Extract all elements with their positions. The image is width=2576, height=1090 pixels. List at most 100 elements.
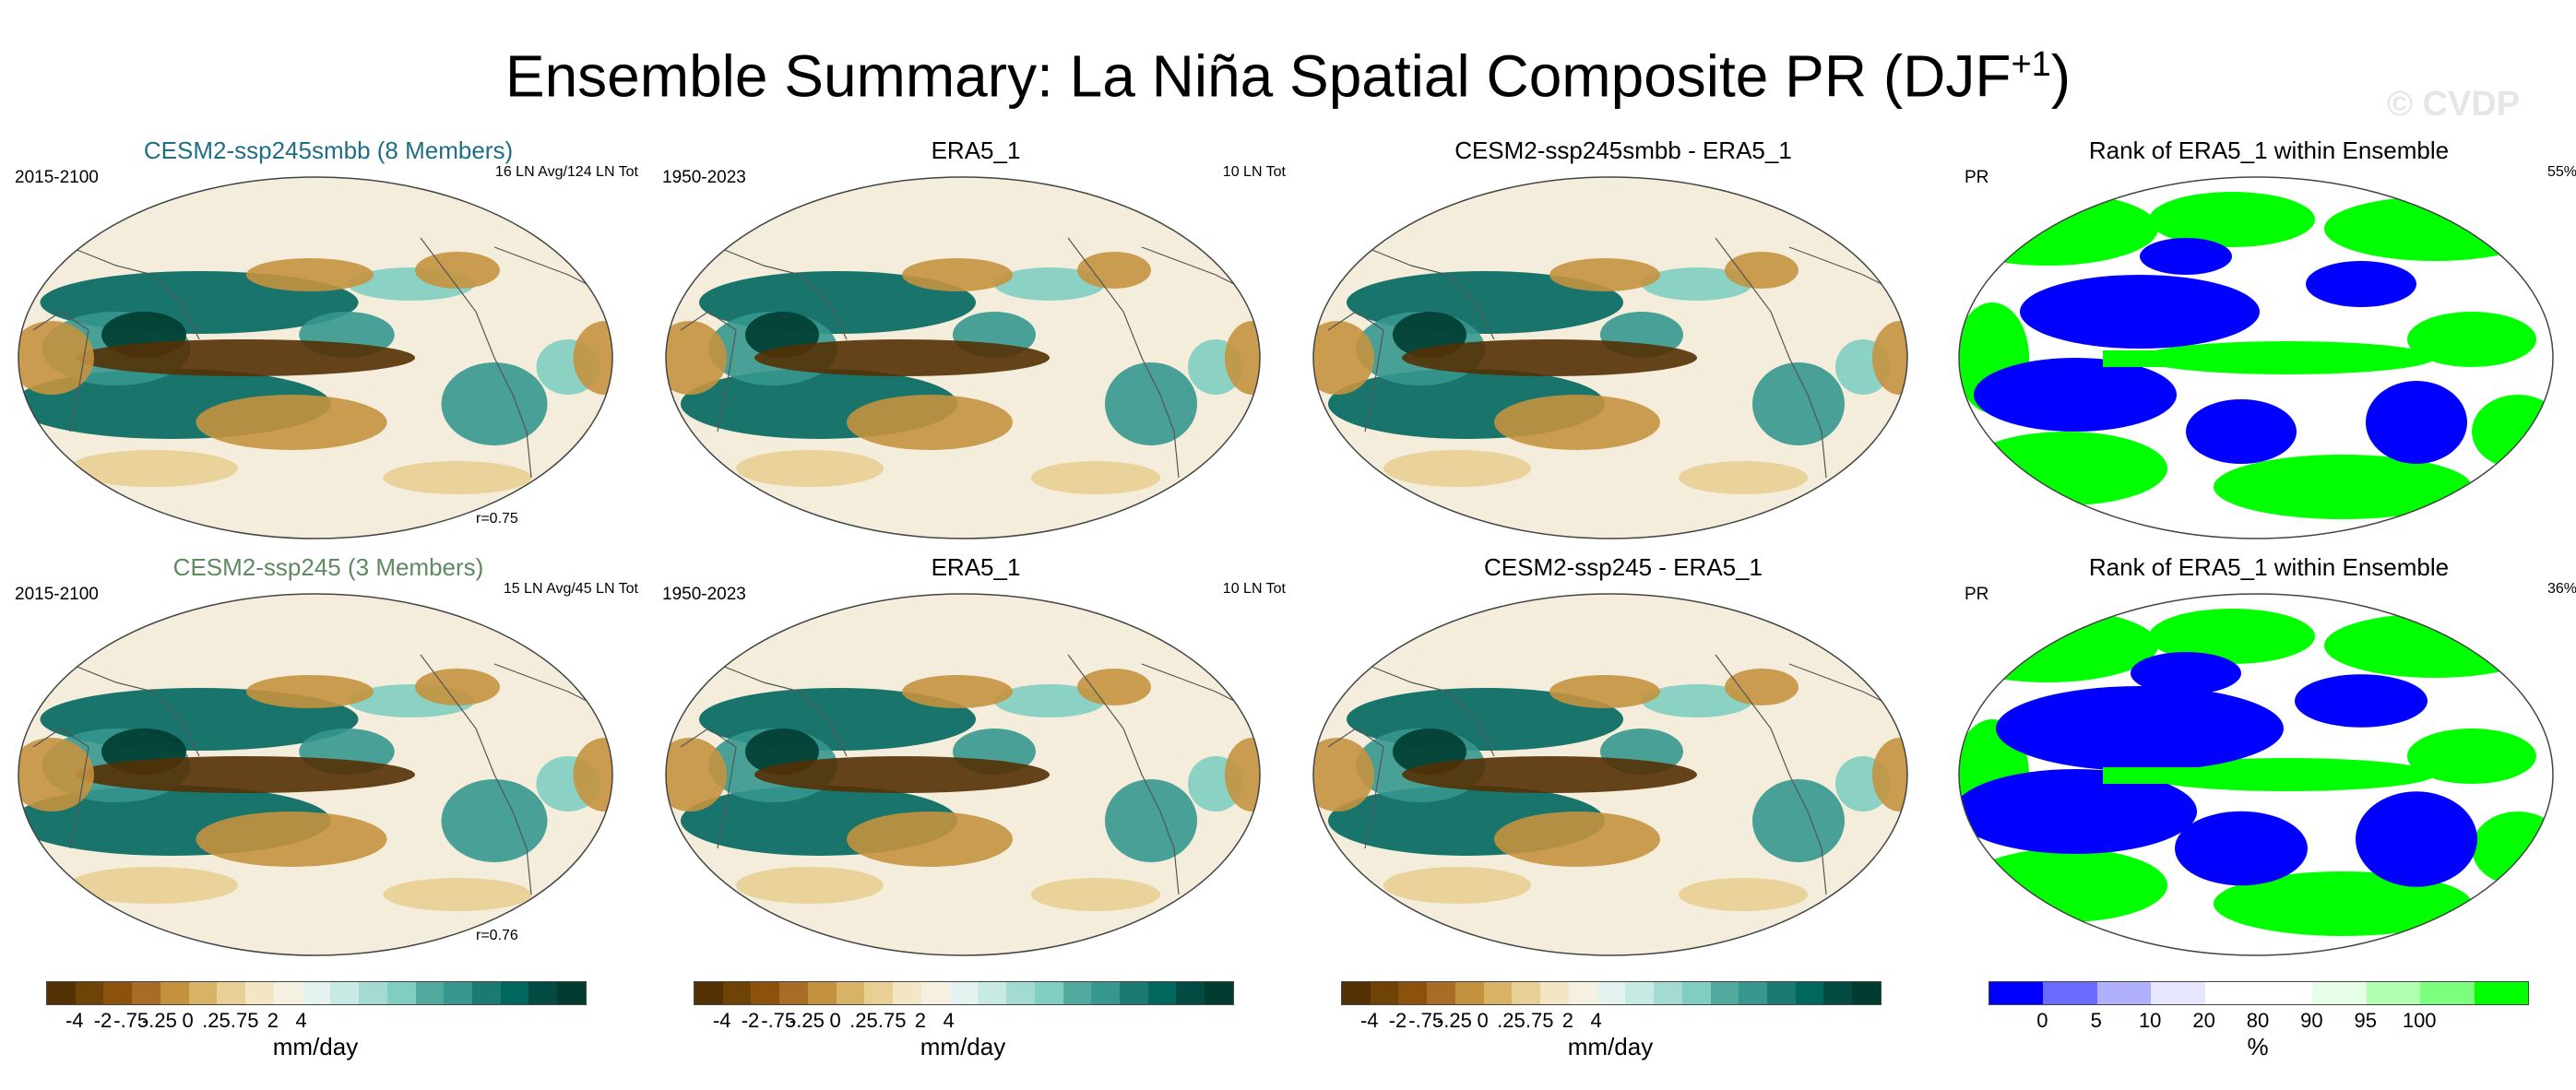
colorbar-swatches: [694, 981, 1234, 1005]
rank-high-region: [2324, 196, 2546, 261]
map-anomaly-region: [847, 812, 1013, 867]
map-anomaly-region: [18, 738, 94, 812]
colorbar-swatch: [2204, 982, 2260, 1004]
variable-label: PR: [1965, 585, 1989, 604]
colorbar-swatch: [1454, 982, 1484, 1004]
count-label: 15 LN Avg/45 LN Tot: [503, 581, 638, 597]
colorbar-tick-label: .25: [1497, 1009, 1525, 1032]
colorbar-swatch: [500, 982, 529, 1004]
correlation-label: r=0.76: [476, 928, 518, 943]
colorbar-tick-label: 10: [2138, 1009, 2162, 1032]
map-anomaly-region: [1225, 738, 1260, 812]
coastline: [1327, 728, 1384, 849]
percent-label: 36%: [2546, 581, 2576, 597]
map-plot: [18, 176, 613, 539]
map-anomaly-region: [1752, 362, 1845, 445]
panel-r1c2: ERA5_1 1950-2023 10 LN Tot: [662, 135, 1289, 539]
map-field: [1959, 177, 2553, 539]
map-anomaly-region: [573, 321, 612, 395]
coastline: [680, 728, 737, 849]
colorbar-swatch: [1739, 982, 1768, 1004]
map-anomaly-region: [1494, 812, 1660, 867]
panel-title: CESM2-ssp245 - ERA5_1: [1483, 553, 1763, 581]
colorbar-tick-label: -2: [1388, 1009, 1407, 1032]
colorbar-tick-label: -.75: [761, 1009, 797, 1032]
colorbar-precip-3: -4 -2 -.75 -.25 0 .25.75 2 4 mm/day: [1341, 981, 1913, 1060]
map-anomaly-region: [666, 321, 727, 395]
colorbar-tick-label: 0: [1477, 1009, 1489, 1032]
map-anomaly-region: [196, 395, 387, 450]
page-title: Ensemble Summary: La Niña Spatial Compos…: [505, 42, 2071, 110]
map-anomaly-region: [573, 738, 612, 812]
map-anomaly-region: [754, 339, 1050, 376]
rank-high-region: [2407, 312, 2536, 367]
map-plot: [1312, 176, 1908, 539]
map-anomaly-region: [1872, 738, 1907, 812]
panel-r2c4: Rank of ERA5_1 within Ensemble PR 36%: [1955, 551, 2576, 956]
map-anomaly-region: [441, 779, 548, 862]
map-anomaly-region: [246, 258, 374, 291]
map-anomaly-region: [246, 675, 374, 708]
colorbar-swatch: [359, 982, 387, 1004]
colorbar-swatch: [1654, 982, 1682, 1004]
watermark: © CVDP: [2387, 85, 2521, 124]
map-anomaly-region: [1752, 779, 1845, 862]
colorbar-swatch: [217, 982, 246, 1004]
colorbar-tick-label: -4: [712, 1009, 731, 1032]
colorbar-swatch: [2312, 982, 2367, 1004]
colorbar-tick-label: 0: [2036, 1009, 2048, 1032]
colorbar-tick-label: .75: [877, 1009, 907, 1032]
colorbar-tick-label: 5: [2090, 1009, 2102, 1032]
panel-title: Rank of ERA5_1 within Ensemble: [2088, 553, 2450, 581]
map-anomaly-region: [196, 812, 387, 867]
coastline: [1327, 311, 1384, 432]
map-border: [1958, 593, 2554, 956]
map-field: [18, 594, 612, 955]
map-field: [1313, 177, 1907, 539]
colorbar-swatch: [1512, 982, 1541, 1004]
colorbar-tick-label: -4: [65, 1009, 84, 1032]
map-anomaly-region: [415, 252, 500, 289]
map-anomaly-region: [383, 461, 532, 494]
rank-low-region: [2295, 674, 2428, 728]
panel-title: CESM2-ssp245smbb (8 Members): [143, 136, 514, 164]
colorbar-tick-label: 100: [2402, 1009, 2437, 1032]
map-plot: [1312, 593, 1908, 956]
map-anomaly-region: [1549, 258, 1660, 291]
colorbar-swatch: [1006, 982, 1035, 1004]
count-label: 16 LN Avg/124 LN Tot: [494, 164, 638, 180]
map-field: [666, 594, 1260, 955]
colorbar-tick-label: -.25: [789, 1009, 825, 1032]
map-border: [1312, 176, 1908, 539]
colorbar-unit: mm/day: [1567, 1033, 1654, 1060]
colorbar-tick-label: 2: [1561, 1009, 1574, 1032]
colorbar-swatch: [779, 982, 808, 1004]
map-anomaly-region: [1077, 669, 1151, 705]
coastline: [32, 311, 89, 432]
rank-high-region: [1965, 432, 2167, 505]
panel-r1c1: CESM2-ssp245smbb (8 Members) 2015-2100 1…: [15, 135, 642, 539]
map-border: [665, 176, 1261, 539]
colorbar-swatch: [1370, 982, 1399, 1004]
map-anomaly-region: [754, 756, 1050, 793]
colorbar-unit: mm/day: [272, 1033, 359, 1060]
map-anomaly-region: [1031, 461, 1160, 494]
panel-r2c1: CESM2-ssp245 (3 Members) 2015-2100 15 LN…: [15, 551, 642, 956]
colorbar-tick-label: .25: [849, 1009, 878, 1032]
panel-r2c2: ERA5_1 1950-2023 10 LN Tot: [662, 551, 1289, 956]
colorbar-swatch: [893, 982, 921, 1004]
colorbar-swatch: [1427, 982, 1455, 1004]
colorbar-tick-label: 90: [2300, 1009, 2323, 1032]
map-anomaly-region: [736, 867, 884, 904]
variable-label: PR: [1965, 168, 1989, 187]
map-anomaly-region: [1383, 450, 1531, 487]
map-anomaly-region: [1725, 669, 1798, 705]
colorbar-swatch: [1120, 982, 1148, 1004]
colorbar-swatch: [2043, 982, 2097, 1004]
colorbar-swatch: [864, 982, 894, 1004]
colorbar-precip-1: -4 -2 -.75 -.25 0 .25.75 2 4 mm/day: [46, 981, 618, 1060]
colorbar-swatch: [2259, 982, 2313, 1004]
map-anomaly-region: [1313, 738, 1374, 812]
map-plot: [665, 176, 1261, 539]
map-field: [666, 177, 1260, 539]
